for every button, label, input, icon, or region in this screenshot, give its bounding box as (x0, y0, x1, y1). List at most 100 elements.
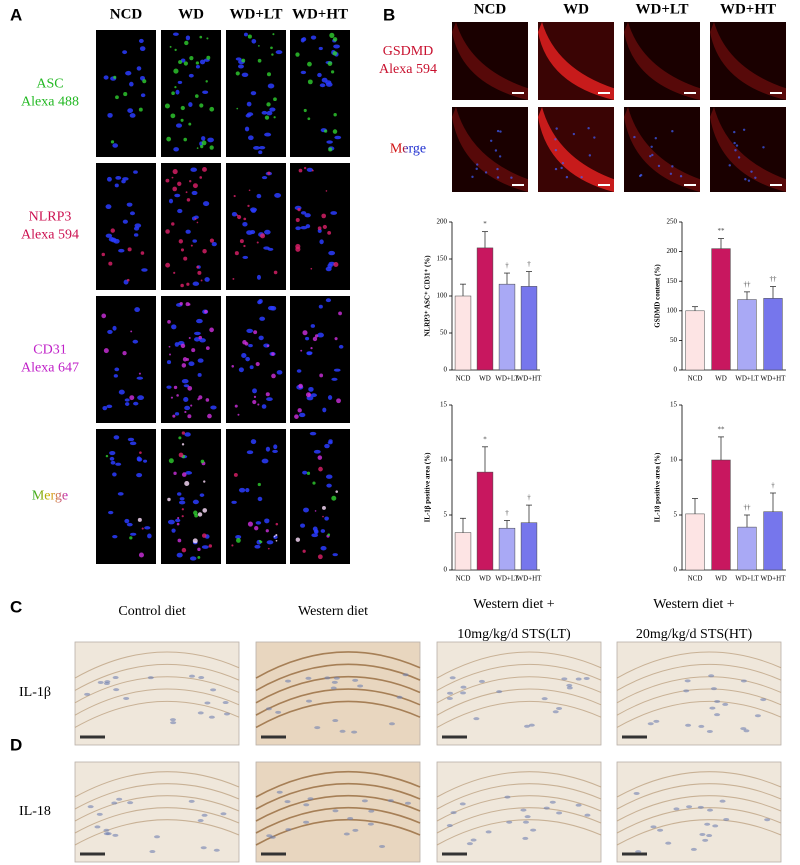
stain (182, 357, 188, 362)
nucleus (446, 696, 453, 700)
nucleus (485, 830, 492, 834)
nucleus (246, 450, 254, 455)
nucleus (274, 192, 282, 198)
column-header: 10mg/kg/d STS(LT) (457, 627, 571, 642)
nucleus (117, 492, 124, 496)
stain (197, 270, 202, 275)
nucleus (635, 850, 642, 854)
bar (685, 513, 705, 571)
nucleus (192, 281, 200, 286)
nucleus (324, 676, 331, 680)
stain (192, 538, 198, 544)
nucleus (561, 677, 568, 681)
nucleus (242, 221, 248, 227)
stain (265, 392, 270, 397)
nucleus (498, 155, 502, 158)
bar (685, 310, 705, 371)
nucleus (284, 800, 291, 804)
stain (199, 103, 204, 108)
nucleus (697, 805, 704, 809)
stain (243, 244, 246, 248)
panel-label: D (10, 735, 22, 754)
tissue-fiber (255, 818, 421, 846)
stain (126, 278, 130, 282)
column-header: WD+HT (292, 6, 348, 22)
nucleus (549, 800, 556, 804)
stain (294, 414, 299, 419)
significance-mark: * (483, 435, 487, 443)
stain (265, 529, 269, 533)
nucleus (201, 545, 209, 549)
nucleus (213, 848, 220, 852)
nucleus (171, 324, 177, 330)
stain (168, 458, 174, 464)
nucleus (671, 165, 674, 168)
nucleus (324, 443, 330, 449)
stain (332, 51, 338, 56)
stain (181, 472, 187, 477)
nucleus (300, 211, 307, 215)
nucleus (103, 828, 110, 832)
nucleus (184, 405, 191, 411)
stain (176, 394, 179, 397)
fluorescence-image (161, 429, 221, 564)
nucleus (352, 828, 359, 832)
stain (138, 372, 141, 375)
stain (188, 122, 192, 126)
nucleus (210, 688, 217, 692)
stain (206, 55, 211, 60)
stain (110, 140, 115, 144)
stain (165, 178, 170, 183)
nucleus (320, 545, 327, 551)
nucleus (132, 339, 139, 344)
nucleus (270, 305, 277, 311)
stain (236, 214, 239, 216)
fluorescence-image (538, 22, 614, 100)
nucleus (326, 483, 332, 488)
stain (171, 222, 175, 226)
stain (234, 251, 239, 256)
nucleus (259, 316, 266, 321)
nucleus (238, 487, 246, 493)
nucleus (246, 101, 252, 107)
nucleus (244, 126, 250, 132)
nucleus (446, 824, 453, 828)
stain (127, 247, 132, 252)
column-header: NCD (474, 1, 507, 17)
stain (267, 547, 270, 550)
tissue-fiber (255, 663, 421, 692)
stain (247, 204, 250, 208)
nucleus (245, 356, 250, 362)
stain (178, 239, 183, 244)
image-background (436, 761, 602, 863)
nucleus (241, 72, 249, 77)
nucleus (530, 828, 537, 832)
nucleus (176, 552, 183, 558)
nucleus (175, 518, 181, 523)
tissue-fiber (255, 770, 421, 798)
nucleus (319, 83, 326, 88)
stain (252, 399, 257, 405)
nucleus (241, 353, 247, 358)
row-label: Merge (32, 489, 68, 504)
stain (170, 396, 174, 399)
nucleus (264, 132, 272, 137)
nucleus (496, 167, 499, 171)
nucleus (147, 533, 152, 539)
nucleus (261, 458, 269, 464)
nucleus (185, 471, 193, 475)
stain (196, 147, 199, 149)
bar (520, 286, 538, 371)
stain (197, 547, 201, 552)
nucleus (136, 376, 144, 380)
stain (247, 521, 254, 527)
nucleus (114, 367, 120, 372)
nucleus (247, 135, 254, 141)
stain (295, 52, 300, 57)
row-label: IL-18 (19, 804, 51, 819)
nucleus (305, 336, 310, 341)
nucleus (238, 367, 244, 373)
stain (303, 108, 307, 113)
stain (171, 176, 174, 179)
stain (317, 226, 322, 231)
